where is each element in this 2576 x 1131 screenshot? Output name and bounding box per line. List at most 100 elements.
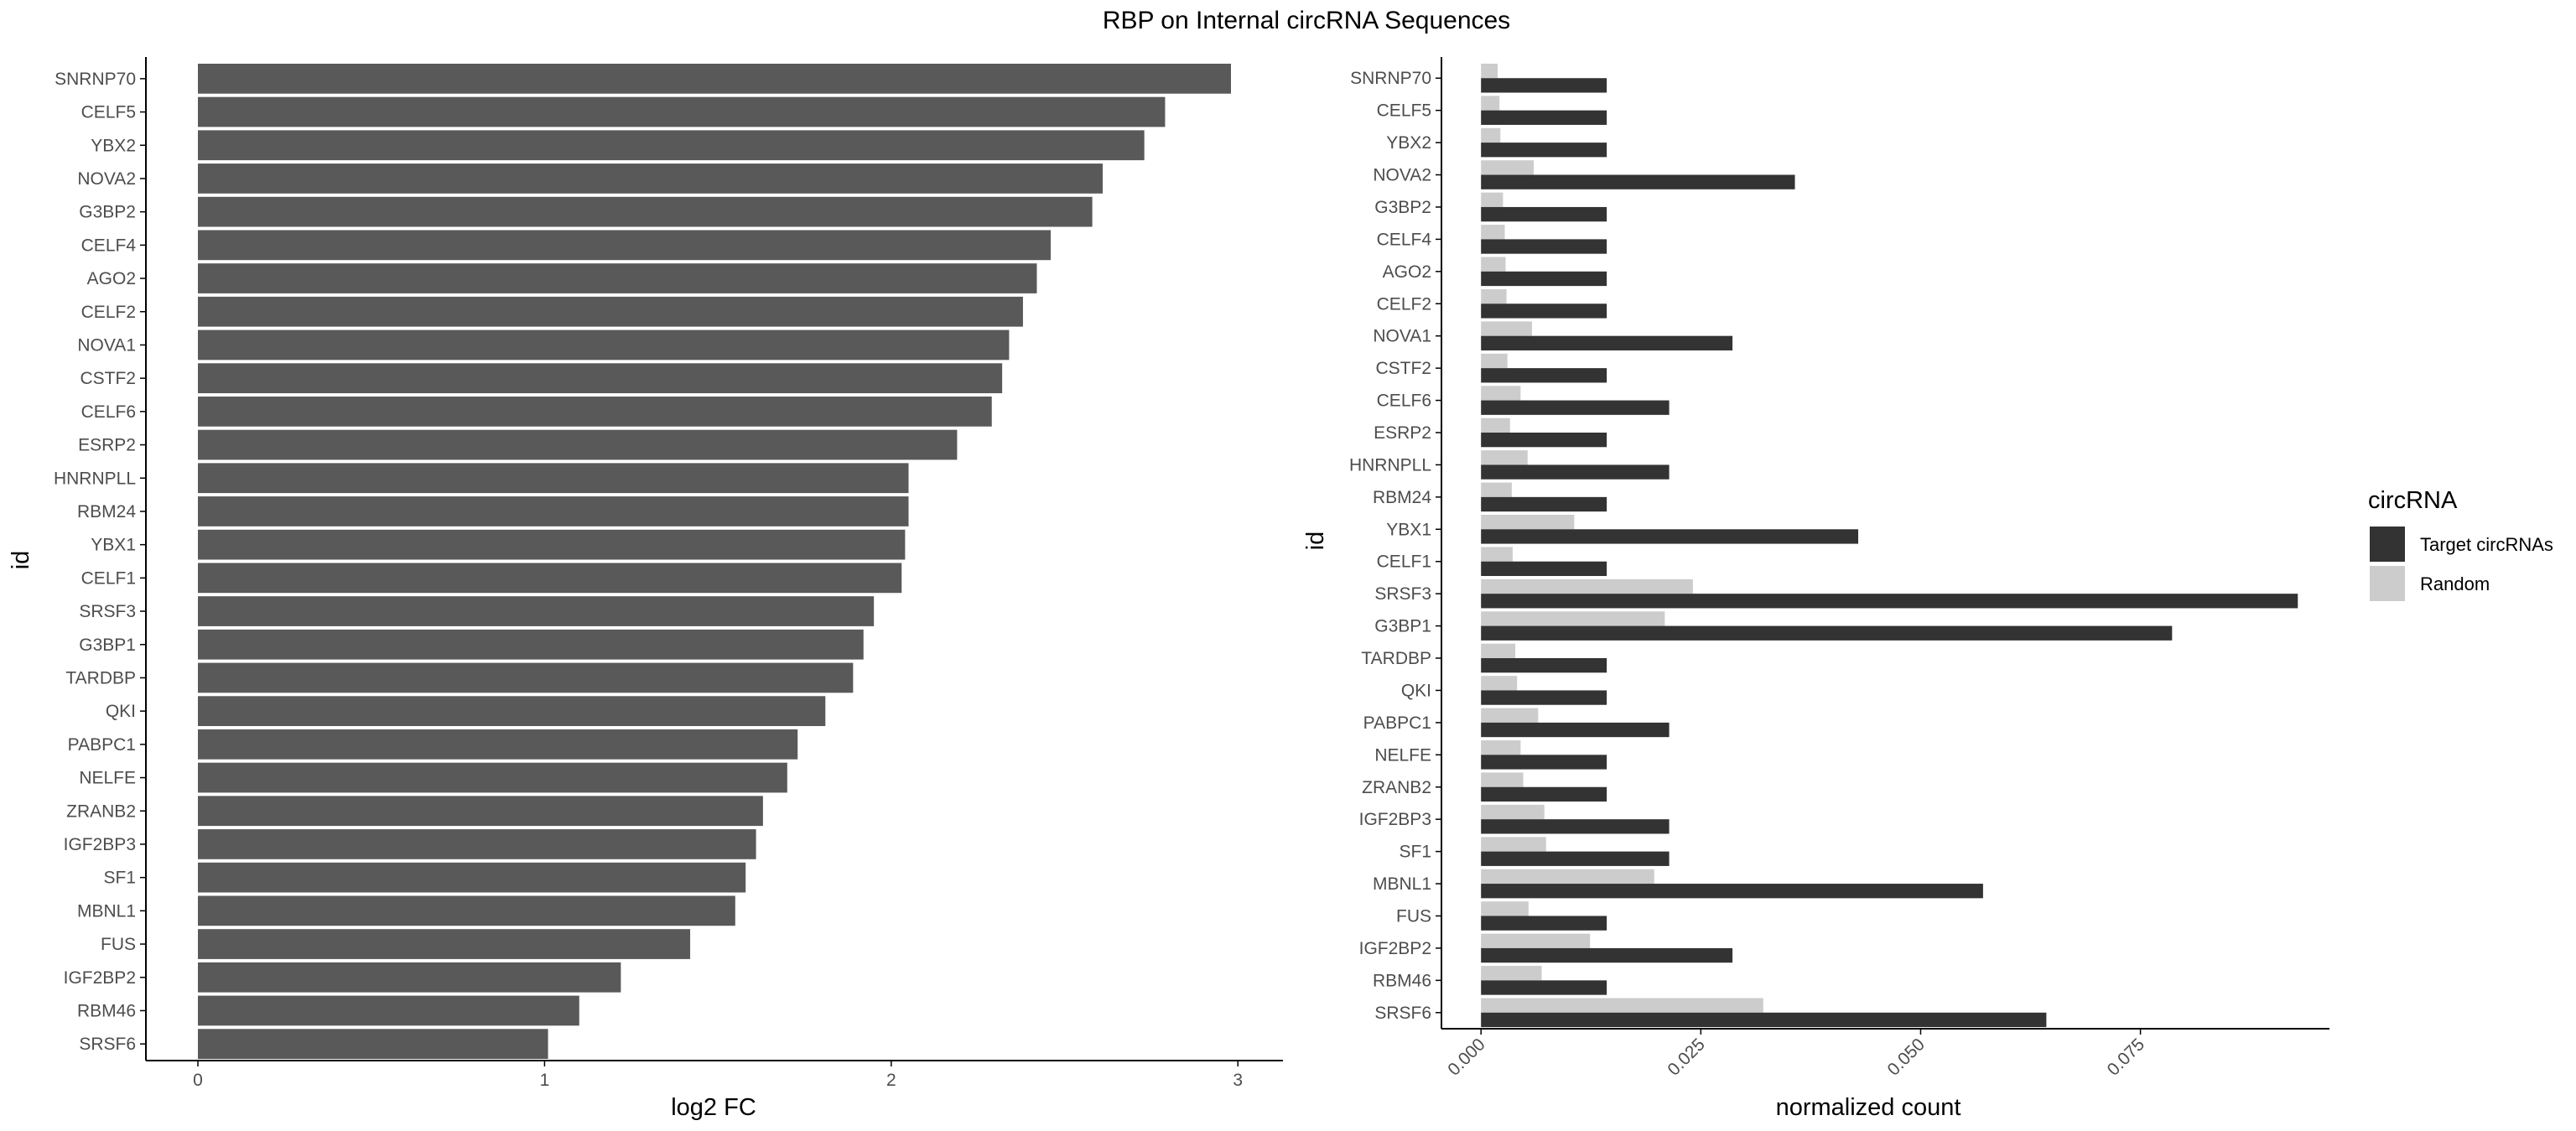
random-bar-srsf6: [1481, 998, 1763, 1013]
normalized-count-y-tick-label: ZRANB2: [1362, 778, 1431, 797]
normalized-count-x-tick-label: 0.025: [1664, 1035, 1708, 1079]
random-bar-g3bp1: [1481, 611, 1665, 626]
target-bar-celf5: [1481, 110, 1607, 125]
normalized-count-y-tick-label: IGF2BP2: [1359, 939, 1431, 958]
log2fc-y-tick-label: NOVA1: [77, 335, 136, 355]
legend-label-target-circrnas: Target circRNAs: [2420, 534, 2553, 555]
target-bar-g3bp2: [1481, 206, 1607, 222]
legend-swatch-target-circrnas: [2370, 527, 2405, 562]
normalized-count-x-tick-label: 0.050: [1884, 1035, 1929, 1079]
log2fc-x-ticks: 0 1 2 3: [193, 1061, 1243, 1090]
random-bar-celf2: [1481, 288, 1507, 304]
log2fc-y-tick-label: CELF1: [81, 568, 136, 588]
log2fc-bar-fus: [198, 929, 691, 959]
log2fc-x-tick-label: 3: [1233, 1071, 1243, 1090]
log2fc-y-tick-label: ESRP2: [78, 436, 136, 455]
random-bar-tardbp: [1481, 643, 1516, 659]
random-bar-rbm24: [1481, 482, 1512, 497]
target-bar-zranb2: [1481, 786, 1607, 802]
log2fc-x-tick-label: 2: [886, 1071, 896, 1090]
target-bar-fus: [1481, 916, 1607, 931]
log2fc-bar-srsf3: [198, 596, 875, 626]
random-bar-igf2bp3: [1481, 804, 1545, 820]
target-bar-rbm24: [1481, 496, 1607, 512]
random-bar-ybx1: [1481, 514, 1575, 530]
normalized-count-x-tick-label: 0.000: [1444, 1035, 1488, 1079]
random-bar-rbm46: [1481, 966, 1542, 981]
normalized-count-y-tick-label: SNRNP70: [1350, 69, 1431, 88]
log2fc-y-tick-label: TARDBP: [65, 668, 136, 687]
log2fc-bar-tardbp: [198, 662, 854, 693]
normalized-count-y-tick-label: FUS: [1396, 906, 1431, 926]
random-bar-hnrnpll: [1481, 450, 1528, 465]
normalized-count-y-tick-label: G3BP2: [1374, 198, 1431, 217]
random-bar-pabpc1: [1481, 708, 1539, 723]
random-bar-snrnp70: [1481, 63, 1498, 79]
random-bar-qki: [1481, 676, 1518, 691]
normalized-count-bars: [1481, 63, 2298, 1028]
log2fc-bar-hnrnpll: [198, 463, 909, 494]
log2fc-y-tick-label: AGO2: [87, 269, 136, 288]
log2fc-y-tick-label: IGF2BP2: [64, 968, 136, 988]
target-bar-ago2: [1481, 271, 1607, 287]
normalized-count-y-tick-label: PABPC1: [1363, 713, 1431, 733]
log2fc-bar-sf1: [198, 862, 746, 893]
log2fc-bar-nova1: [198, 329, 1010, 361]
normalized-count-y-tick-label: ESRP2: [1374, 423, 1431, 443]
log2fc-bar-celf4: [198, 230, 1052, 261]
random-bar-ybx2: [1481, 127, 1501, 143]
log2fc-y-tick-label: RBM46: [77, 1001, 136, 1020]
random-bar-esrp2: [1481, 418, 1510, 433]
log2fc-y-tick-label: NOVA2: [77, 169, 136, 189]
target-bar-srsf6: [1481, 1012, 2047, 1028]
normalized-count-x-tick-label: 0.075: [2104, 1035, 2148, 1079]
target-bar-celf2: [1481, 304, 1607, 319]
target-bar-ybx2: [1481, 143, 1607, 158]
log2fc-y-tick-label: RBM24: [77, 502, 136, 521]
log2fc-bar-srsf6: [198, 1029, 548, 1060]
legend-swatch-random: [2370, 566, 2405, 601]
target-bar-igf2bp3: [1481, 819, 1670, 834]
log2fc-y-tick-label: SNRNP70: [55, 70, 136, 89]
normalized-count-y-tick-label: CELF6: [1377, 392, 1431, 411]
log2fc-y-tick-label: YBX2: [91, 136, 136, 155]
normalized-count-y-tick-label: TARDBP: [1361, 649, 1431, 668]
log2fc-y-tick-label: CSTF2: [80, 369, 136, 388]
random-bar-g3bp2: [1481, 192, 1504, 207]
target-bar-ybx1: [1481, 529, 1858, 544]
log2fc-y-tick-label: YBX1: [91, 536, 136, 555]
log2fc-bar-g3bp1: [198, 629, 864, 660]
log2fc-bar-nelfe: [198, 762, 787, 793]
normalized-count-y-tick-label: YBX2: [1386, 133, 1431, 153]
target-bar-tardbp: [1481, 658, 1607, 673]
legend-label-random: Random: [2420, 573, 2490, 594]
log2fc-bars: [198, 63, 1231, 1060]
log2fc-x-axis-title: log2 FC: [671, 1094, 756, 1121]
normalized-count-y-tick-label: HNRNPLL: [1349, 455, 1431, 475]
normalized-count-y-tick-label: NOVA2: [1373, 166, 1431, 185]
target-bar-pabpc1: [1481, 722, 1670, 738]
target-bar-nelfe: [1481, 755, 1607, 770]
target-bar-nova2: [1481, 174, 1795, 189]
normalized-count-y-tick-label: CELF4: [1377, 230, 1432, 249]
log2fc-y-tick-label: PABPC1: [68, 735, 136, 755]
normalized-count-y-tick-label: CELF1: [1377, 553, 1431, 572]
log2fc-bar-celf5: [198, 96, 1166, 127]
random-bar-srsf3: [1481, 578, 1693, 594]
normalized-count-y-axis-title: id: [1302, 532, 1329, 551]
legend-title: circRNA: [2368, 487, 2458, 514]
log2fc-bar-cstf2: [198, 363, 1003, 394]
log2fc-y-tick-label: G3BP1: [79, 636, 136, 655]
log2fc-y-tick-label: CELF4: [81, 236, 137, 255]
target-bar-sf1: [1481, 851, 1670, 866]
normalized-count-x-ticks: 0.000 0.025 0.050 0.075: [1444, 1029, 2148, 1080]
random-bar-celf5: [1481, 96, 1500, 111]
target-bar-srsf3: [1481, 594, 2298, 609]
log2fc-bar-pabpc1: [198, 729, 798, 760]
random-bar-cstf2: [1481, 353, 1508, 369]
log2fc-y-tick-label: IGF2BP3: [64, 835, 136, 854]
normalized-count-x-axis-title: normalized count: [1776, 1094, 1961, 1121]
target-bar-cstf2: [1481, 368, 1607, 383]
normalized-count-y-tick-label: IGF2BP3: [1359, 810, 1431, 829]
